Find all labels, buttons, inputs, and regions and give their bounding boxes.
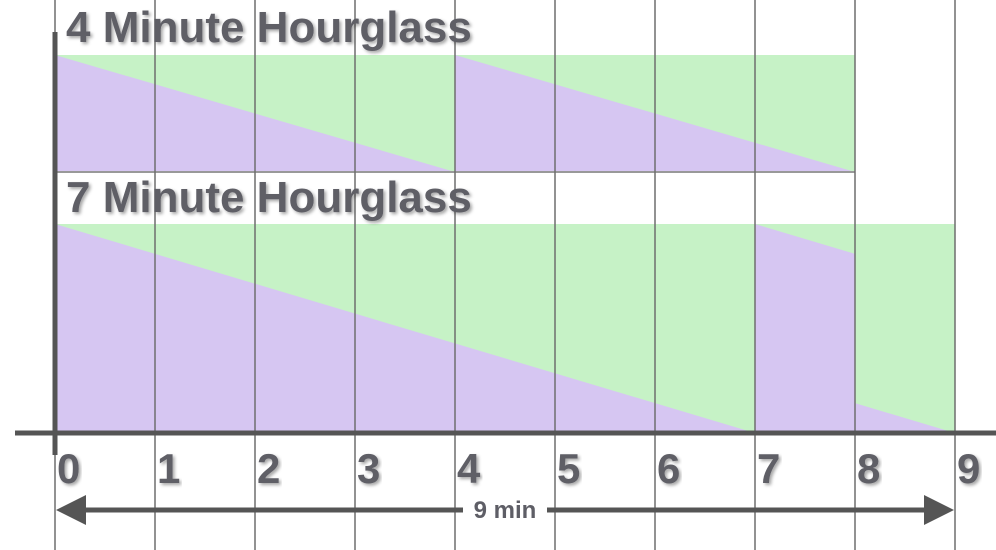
tick-label-5: 5 xyxy=(557,445,580,492)
hourglass-1-segment-1-sand xyxy=(755,224,855,433)
tick-label-2: 2 xyxy=(257,445,280,492)
tick-label-7: 7 xyxy=(757,445,780,492)
duration-label-bg xyxy=(463,494,547,524)
hourglass-title-4min: 4 Minute Hourglass xyxy=(66,3,472,52)
time-axis xyxy=(15,32,996,455)
hourglass-1-segment-2-sand xyxy=(855,403,955,433)
tick-label-3: 3 xyxy=(357,445,380,492)
tick-label-0: 0 xyxy=(57,445,80,492)
tick-label-9: 9 xyxy=(957,445,980,492)
tick-labels: 0 1 2 3 4 5 6 7 8 9 xyxy=(57,445,980,492)
duration-label: 9 min xyxy=(474,497,537,524)
tick-label-4: 4 xyxy=(457,445,481,492)
tick-label-1: 1 xyxy=(157,445,180,492)
hourglass-1-segment-0-sand xyxy=(55,224,755,433)
tick-label-8: 8 xyxy=(857,445,880,492)
hourglass-bars xyxy=(55,55,955,434)
hourglass-1-segment-2-empty xyxy=(855,224,955,433)
time-grid xyxy=(54,0,956,550)
hourglass-title-7min: 7 Minute Hourglass xyxy=(66,173,472,222)
duration-arrow: 9 min xyxy=(56,494,954,525)
tick-label-6: 6 xyxy=(657,445,680,492)
